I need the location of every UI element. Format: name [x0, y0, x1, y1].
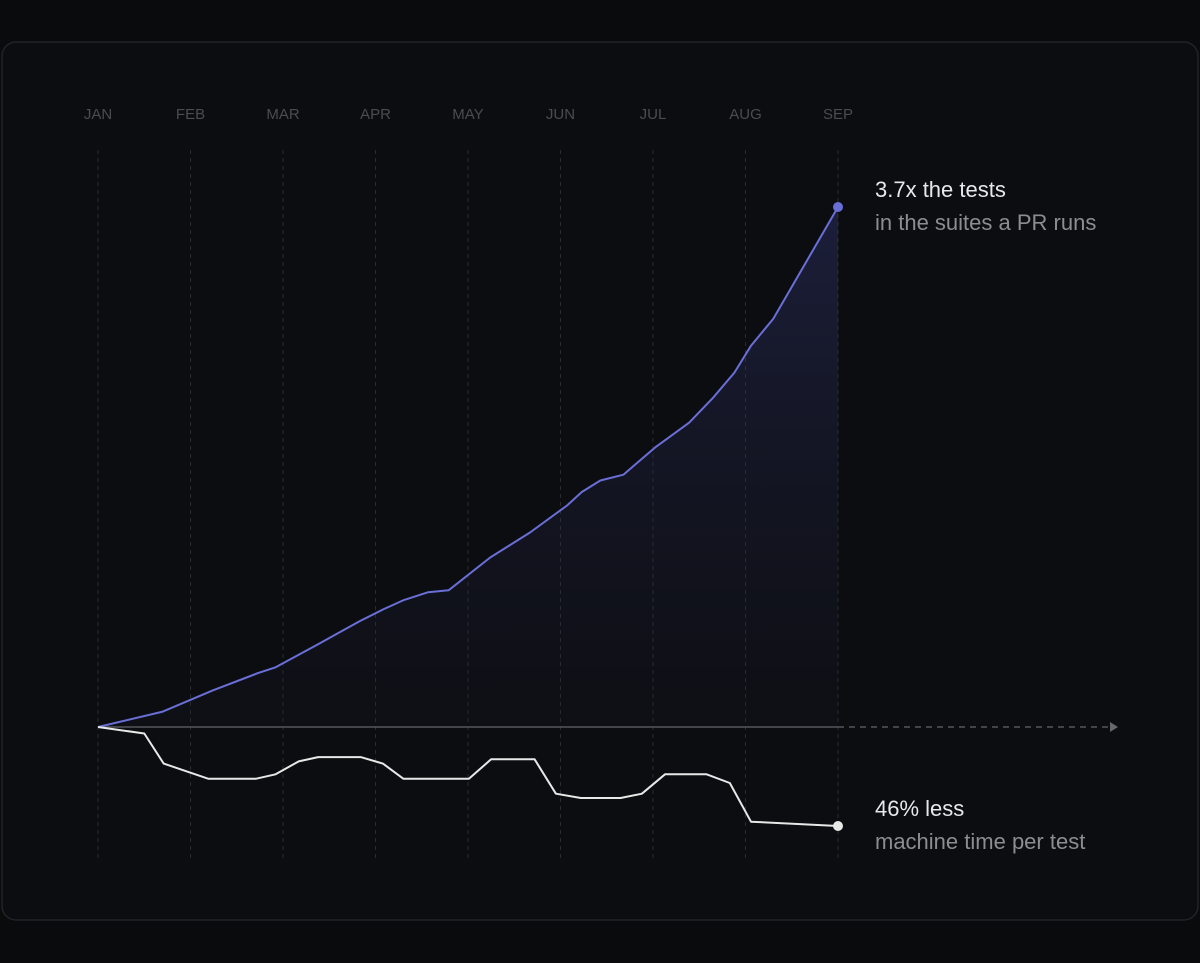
x-tick-label: JUL: [640, 106, 667, 123]
x-tick-label: AUG: [729, 106, 762, 123]
end-point: [833, 821, 843, 831]
x-tick-label: JUN: [546, 106, 575, 123]
axis-arrow: [1110, 722, 1118, 732]
line: [97, 206, 839, 728]
area: [98, 207, 838, 727]
x-tick-label: MAR: [266, 106, 300, 123]
x-tick-label: APR: [360, 106, 391, 123]
area-layer: [98, 207, 838, 727]
x-tick-label: FEB: [176, 106, 205, 123]
line: [97, 726, 839, 827]
annotation-title: 46% less: [875, 796, 964, 821]
x-tick-label: JAN: [84, 106, 112, 123]
annotation-title: 3.7x the tests: [875, 177, 1006, 202]
annotation-text: in the suites a PR runs: [875, 210, 1096, 235]
x-tick-label: SEP: [823, 106, 853, 123]
end-point: [833, 202, 843, 212]
grid: JAN FEB MAR APR MAY JUN JUL AUG SEP: [84, 106, 853, 858]
x-tick-label: MAY: [452, 106, 483, 123]
annotation-text: machine time per test: [875, 829, 1085, 854]
lines-layer: 3.7x the tests in the suites a PR runs 46%…: [97, 177, 1096, 854]
